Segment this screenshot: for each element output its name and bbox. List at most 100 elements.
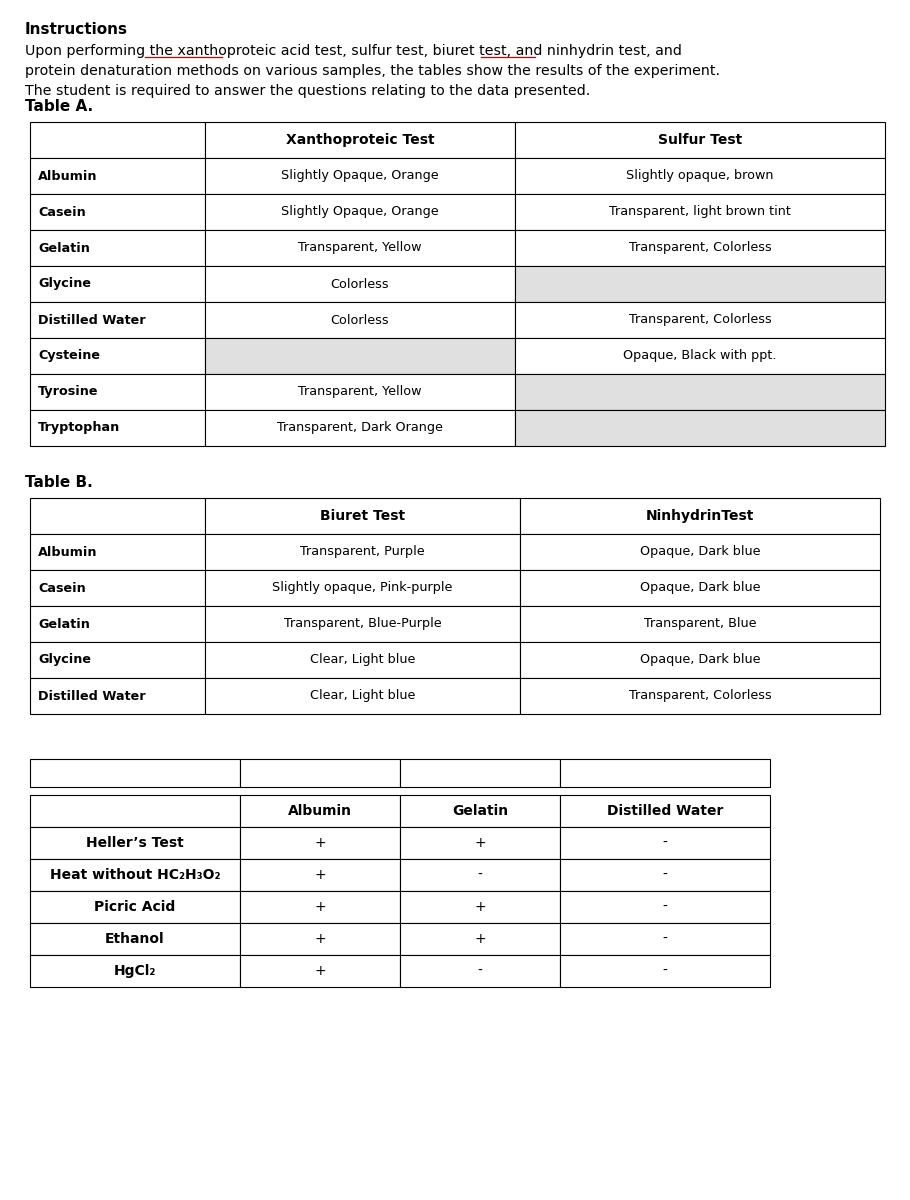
- Text: Casein: Casein: [38, 205, 86, 218]
- Text: Albumin: Albumin: [38, 546, 97, 558]
- Bar: [520, 570, 880, 606]
- Bar: [30, 827, 240, 859]
- Text: -: -: [662, 868, 667, 882]
- Text: Transparent, Dark Orange: Transparent, Dark Orange: [277, 421, 443, 434]
- Bar: [240, 955, 400, 986]
- Bar: [400, 890, 560, 923]
- Bar: [205, 194, 515, 230]
- Bar: [30, 859, 240, 890]
- Bar: [205, 642, 520, 678]
- Bar: [515, 410, 885, 446]
- Text: Clear, Light blue: Clear, Light blue: [309, 690, 415, 702]
- Bar: [515, 230, 885, 266]
- Bar: [205, 410, 515, 446]
- Bar: [30, 498, 205, 534]
- Bar: [205, 606, 520, 642]
- Text: Picric Acid: Picric Acid: [95, 900, 176, 914]
- Text: Opaque, Black with ppt.: Opaque, Black with ppt.: [623, 349, 777, 362]
- Text: Colorless: Colorless: [330, 313, 389, 326]
- Bar: [515, 374, 885, 410]
- Bar: [240, 827, 400, 859]
- Bar: [400, 794, 560, 827]
- Text: Distilled Water: Distilled Water: [38, 313, 146, 326]
- Text: Cysteine: Cysteine: [38, 349, 100, 362]
- Bar: [30, 923, 240, 955]
- Text: +: +: [314, 900, 326, 914]
- Bar: [30, 194, 205, 230]
- Text: Albumin: Albumin: [288, 804, 352, 818]
- Bar: [240, 758, 400, 787]
- Bar: [400, 859, 560, 890]
- Text: +: +: [474, 836, 486, 850]
- Text: HgCl₂: HgCl₂: [114, 964, 157, 978]
- Bar: [205, 122, 515, 158]
- Text: NinhydrinTest: NinhydrinTest: [646, 509, 754, 523]
- Bar: [400, 827, 560, 859]
- Text: Glycine: Glycine: [38, 654, 91, 666]
- Bar: [30, 955, 240, 986]
- Bar: [400, 923, 560, 955]
- Bar: [560, 758, 770, 787]
- Text: -: -: [662, 964, 667, 978]
- Text: Distilled Water: Distilled Water: [607, 804, 723, 818]
- Text: Slightly Opaque, Orange: Slightly Opaque, Orange: [281, 205, 439, 218]
- Text: Opaque, Dark blue: Opaque, Dark blue: [640, 582, 760, 594]
- Text: Transparent, Colorless: Transparent, Colorless: [629, 690, 772, 702]
- Bar: [515, 266, 885, 302]
- Text: Transparent, Colorless: Transparent, Colorless: [629, 241, 772, 254]
- Bar: [515, 338, 885, 374]
- Bar: [205, 498, 520, 534]
- Text: Transparent, Yellow: Transparent, Yellow: [298, 241, 421, 254]
- Text: The student is required to answer the questions relating to the data presented.: The student is required to answer the qu…: [25, 84, 591, 98]
- Text: -: -: [478, 868, 482, 882]
- Bar: [30, 410, 205, 446]
- Bar: [560, 890, 770, 923]
- Text: Transparent, Yellow: Transparent, Yellow: [298, 385, 421, 398]
- Text: Colorless: Colorless: [330, 277, 389, 290]
- Bar: [205, 570, 520, 606]
- Bar: [515, 194, 885, 230]
- Bar: [30, 374, 205, 410]
- Text: Glycine: Glycine: [38, 277, 91, 290]
- Text: +: +: [474, 932, 486, 946]
- Bar: [515, 302, 885, 338]
- Bar: [240, 923, 400, 955]
- Text: Instructions: Instructions: [25, 22, 128, 37]
- Text: Heller’s Test: Heller’s Test: [86, 836, 184, 850]
- Text: Gelatin: Gelatin: [38, 618, 90, 630]
- Bar: [515, 158, 885, 194]
- Bar: [30, 642, 205, 678]
- Text: +: +: [314, 932, 326, 946]
- Bar: [205, 534, 520, 570]
- Text: +: +: [314, 868, 326, 882]
- Text: Biuret Test: Biuret Test: [320, 509, 405, 523]
- Text: Heat without HC₂H₃O₂: Heat without HC₂H₃O₂: [50, 868, 220, 882]
- Bar: [400, 758, 560, 787]
- Bar: [205, 302, 515, 338]
- Text: Upon performing the xanthoproteic acid test, sulfur test, biuret test, and ninhy: Upon performing the xanthoproteic acid t…: [25, 44, 682, 58]
- Bar: [30, 122, 205, 158]
- Bar: [205, 266, 515, 302]
- Text: -: -: [662, 932, 667, 946]
- Text: Xanthoproteic Test: Xanthoproteic Test: [286, 133, 434, 146]
- Text: Table A.: Table A.: [25, 98, 93, 114]
- Bar: [30, 758, 240, 787]
- Bar: [560, 923, 770, 955]
- Text: Distilled Water: Distilled Water: [38, 690, 146, 702]
- Text: Sulfur Test: Sulfur Test: [658, 133, 743, 146]
- Bar: [30, 890, 240, 923]
- Text: Transparent, Blue: Transparent, Blue: [643, 618, 756, 630]
- Text: Opaque, Dark blue: Opaque, Dark blue: [640, 654, 760, 666]
- Bar: [30, 302, 205, 338]
- Text: -: -: [662, 836, 667, 850]
- Bar: [560, 955, 770, 986]
- Bar: [30, 678, 205, 714]
- Bar: [560, 827, 770, 859]
- Bar: [240, 890, 400, 923]
- Text: Transparent, Blue-Purple: Transparent, Blue-Purple: [284, 618, 441, 630]
- Text: Tryptophan: Tryptophan: [38, 421, 120, 434]
- Bar: [205, 374, 515, 410]
- Text: -: -: [478, 964, 482, 978]
- Bar: [30, 338, 205, 374]
- Bar: [520, 642, 880, 678]
